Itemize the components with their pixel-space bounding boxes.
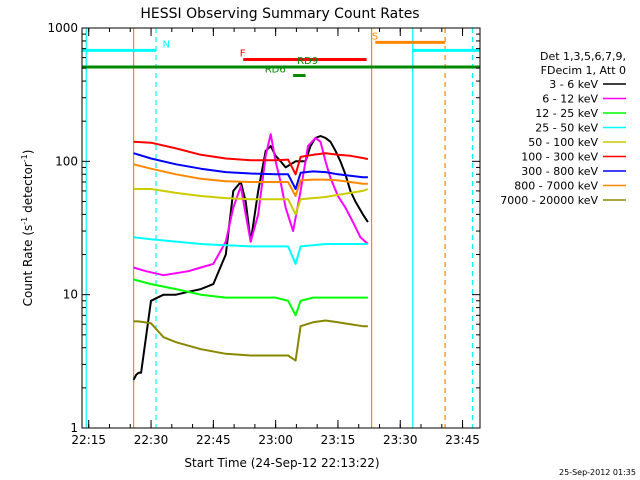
x-tick-label-5: 23:30 xyxy=(383,433,418,447)
legend-label-5: 100 - 300 keV xyxy=(521,151,598,164)
legend: Det 1,3,5,6,7,9, FDecim 1, Att 0 3 - 6 k… xyxy=(500,50,626,207)
legend-label-3: 25 - 50 keV xyxy=(535,122,598,135)
legend-label-8: 7000 - 20000 keV xyxy=(500,194,598,207)
series-group xyxy=(132,133,369,381)
series-line-7 xyxy=(133,163,368,197)
y-axis-label-part3: ) xyxy=(21,150,35,155)
y-tick-label-3: 1000 xyxy=(47,21,78,35)
legend-label-7: 800 - 7000 keV xyxy=(514,180,598,193)
flag-label-4: RD9 xyxy=(297,56,318,67)
legend-label-6: 300 - 800 keV xyxy=(521,165,598,178)
flag-label-5: RD6 xyxy=(265,65,286,76)
y-axis-label: Count Rate (s-1 detector-1) xyxy=(20,150,35,307)
x-tick-label-2: 22:45 xyxy=(196,433,231,447)
x-axis-label: Start Time (24-Sep-12 22:13:22) xyxy=(184,456,379,470)
y-tick-label-2: 100 xyxy=(55,154,78,168)
x-tick-label-4: 23:15 xyxy=(321,433,356,447)
y-axis-label-part2: detector xyxy=(21,162,35,217)
legend-label-0: 3 - 6 keV xyxy=(549,78,598,91)
series-line-6 xyxy=(133,152,368,190)
y-axis-label-sup2: -1 xyxy=(20,154,29,162)
legend-header-line2: FDecim 1, Att 0 xyxy=(541,64,626,77)
x-tick-label-0: 22:15 xyxy=(71,433,106,447)
series-line-5 xyxy=(133,140,369,176)
x-tick-label-6: 23:45 xyxy=(445,433,480,447)
y-tick-label-0: 1 xyxy=(70,421,78,435)
x-tick-label-1: 22:30 xyxy=(134,433,169,447)
flag-label-2: F xyxy=(240,49,246,60)
flag-annotations: N F S RD9 RD6 xyxy=(82,31,480,78)
x-tick-label-3: 23:00 xyxy=(258,433,293,447)
y-axis-label-part1: Count Rate (s xyxy=(21,225,35,307)
legend-label-2: 12 - 25 keV xyxy=(535,107,598,120)
plot-frame xyxy=(81,27,481,429)
series-line-4 xyxy=(133,188,369,216)
chart-title: HESSI Observing Summary Count Rates xyxy=(140,6,419,22)
series-line-2 xyxy=(133,278,368,317)
flag-label-3: S xyxy=(372,31,378,42)
x-axis-ticks: 22:15 22:30 22:45 23:00 23:15 23:30 23:45 xyxy=(71,28,480,447)
series-line-3 xyxy=(133,236,368,265)
vertical-markers xyxy=(85,28,474,428)
y-tick-label-1: 10 xyxy=(63,288,78,302)
legend-header-line1: Det 1,3,5,6,7,9, xyxy=(540,50,626,63)
flag-label-0: N xyxy=(163,39,170,50)
timestamp: 25-Sep-2012 01:35 xyxy=(559,468,636,477)
legend-label-4: 50 - 100 keV xyxy=(528,136,598,149)
legend-label-1: 6 - 12 keV xyxy=(542,93,598,106)
y-axis-ticks: 1 10 100 1000 xyxy=(47,21,480,435)
y-axis-label-sup1: -1 xyxy=(20,217,29,225)
series-line-8 xyxy=(133,319,368,362)
